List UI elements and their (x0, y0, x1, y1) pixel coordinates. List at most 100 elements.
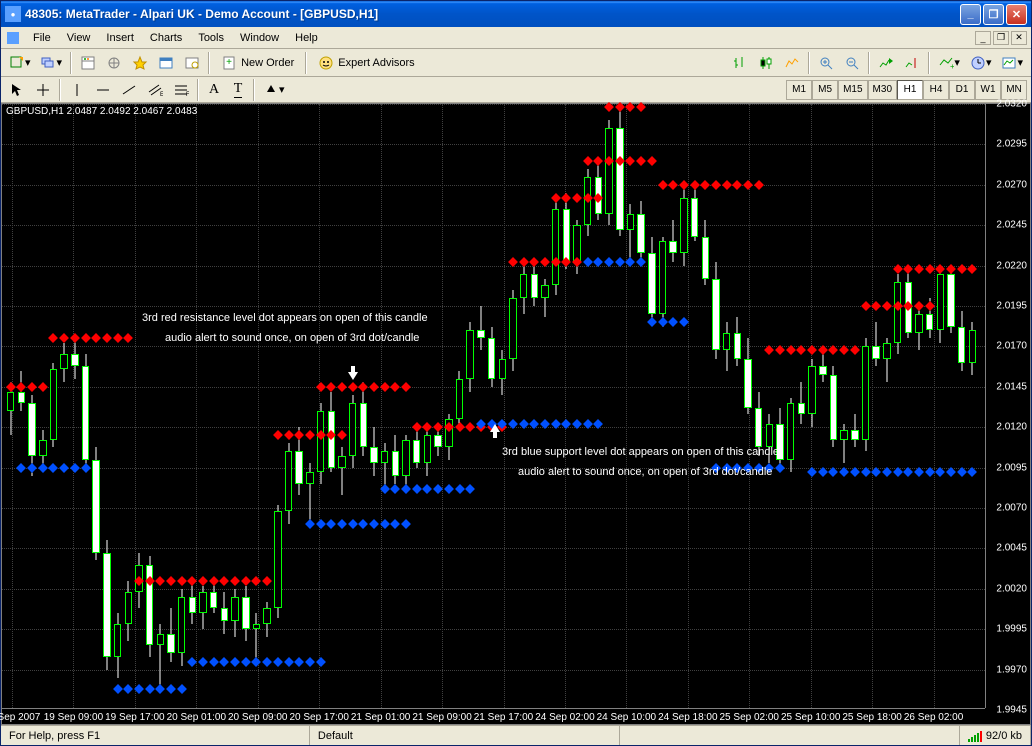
red-dot (700, 180, 710, 190)
blue-dot (305, 657, 315, 667)
red-dot (369, 382, 379, 392)
blue-dot (658, 317, 668, 327)
blue-dot (455, 484, 465, 494)
red-dot (658, 180, 668, 190)
equidistant-channel-button[interactable]: E (143, 79, 167, 101)
market-watch-button[interactable] (76, 52, 100, 74)
blue-dot (401, 519, 411, 529)
text-button[interactable]: A (203, 79, 225, 101)
blue-dot (882, 467, 892, 477)
blue-dot (444, 484, 454, 494)
blue-dot (914, 467, 924, 477)
menu-help[interactable]: Help (287, 30, 326, 46)
red-dot (6, 382, 16, 392)
red-dot (102, 333, 112, 343)
y-axis-label: 2.0020 (996, 583, 1027, 594)
trendline-button[interactable] (117, 79, 141, 101)
zoom-in-button[interactable] (814, 52, 838, 74)
status-profile[interactable]: Default (310, 726, 620, 745)
timeframe-H4[interactable]: H4 (923, 80, 949, 100)
profiles-button[interactable]: ▾ (37, 52, 67, 74)
x-axis-label: 21 Sep 09:00 (412, 712, 472, 723)
red-dot (27, 382, 37, 392)
drawing-toolbar: E F A T ▾ M1M5M15M30H1H4D1W1MN (1, 77, 1031, 103)
minimize-button[interactable]: _ (960, 4, 981, 25)
menu-view[interactable]: View (59, 30, 99, 46)
timeframe-H1[interactable]: H1 (897, 80, 923, 100)
red-dot (668, 180, 678, 190)
timeframe-D1[interactable]: D1 (949, 80, 975, 100)
templates-button[interactable]: ▾ (997, 52, 1027, 74)
red-dot (177, 576, 187, 586)
x-axis-label: 25 Sep 18:00 (842, 712, 902, 723)
red-dot (91, 333, 101, 343)
timeframe-MN[interactable]: MN (1001, 80, 1027, 100)
blue-dot (166, 684, 176, 694)
status-connection[interactable]: 92/0 kb (960, 726, 1031, 745)
red-dot (422, 422, 432, 432)
fibonacci-button[interactable]: F (169, 79, 193, 101)
menu-tools[interactable]: Tools (190, 30, 232, 46)
maximize-button[interactable]: ❐ (983, 4, 1004, 25)
blue-dot (177, 684, 187, 694)
svg-text:F: F (186, 92, 189, 98)
menubar: FileViewInsertChartsToolsWindowHelp _ ❐ … (1, 27, 1031, 49)
menu-file[interactable]: File (25, 30, 59, 46)
blue-dot (348, 519, 358, 529)
new-order-button[interactable]: +New Order (214, 52, 301, 74)
arrows-button[interactable]: ▾ (259, 79, 289, 101)
terminal-button[interactable] (154, 52, 178, 74)
blue-dot (935, 467, 945, 477)
navigator-button[interactable] (128, 52, 152, 74)
vertical-line-button[interactable] (65, 79, 89, 101)
timeframe-M5[interactable]: M5 (812, 80, 838, 100)
red-dot (465, 422, 475, 432)
x-axis-label: 21 Sep 01:00 (351, 712, 411, 723)
timeframe-W1[interactable]: W1 (975, 80, 1001, 100)
x-axis-label: 20 Sep 09:00 (228, 712, 288, 723)
blue-dot (49, 463, 59, 473)
timeframe-M1[interactable]: M1 (786, 80, 812, 100)
crosshair-button[interactable] (31, 79, 55, 101)
blue-dot (422, 484, 432, 494)
blue-dot (369, 519, 379, 529)
blue-dot (38, 463, 48, 473)
indicators-button[interactable]: +▾ (934, 52, 964, 74)
red-dot (219, 576, 229, 586)
bar-chart-button[interactable] (728, 52, 752, 74)
zoom-out-button[interactable] (840, 52, 864, 74)
text-label-button[interactable]: T (227, 79, 249, 101)
chart-ohlc-label: GBPUSD,H1 2.0487 2.0492 2.0467 2.0483 (6, 106, 197, 117)
timeframe-M15[interactable]: M15 (838, 80, 867, 100)
timeframe-M30[interactable]: M30 (868, 80, 897, 100)
mdi-restore-button[interactable]: ❐ (993, 31, 1009, 45)
x-axis-label: 19 Sep 17:00 (105, 712, 165, 723)
menu-window[interactable]: Window (232, 30, 287, 46)
menu-charts[interactable]: Charts (142, 30, 190, 46)
candlestick-button[interactable] (754, 52, 778, 74)
chart-shift-button[interactable] (900, 52, 924, 74)
menu-insert[interactable]: Insert (98, 30, 142, 46)
mdi-close-button[interactable]: ✕ (1011, 31, 1027, 45)
cursor-button[interactable] (5, 79, 29, 101)
statusbar: For Help, press F1 Default 92/0 kb (1, 725, 1031, 745)
red-dot (390, 382, 400, 392)
red-dot (16, 382, 26, 392)
auto-scroll-button[interactable] (874, 52, 898, 74)
mdi-minimize-button[interactable]: _ (975, 31, 991, 45)
periodicity-button[interactable]: ▾ (966, 52, 996, 74)
expert-advisors-button[interactable]: Expert Advisors (311, 52, 421, 74)
tester-button[interactable] (180, 52, 204, 74)
chart-area[interactable]: GBPUSD,H1 2.0487 2.0492 2.0467 2.0483 3r… (1, 103, 1031, 725)
horizontal-line-button[interactable] (91, 79, 115, 101)
red-dot (337, 430, 347, 440)
data-window-button[interactable] (102, 52, 126, 74)
blue-dot (16, 463, 26, 473)
blue-dot (230, 657, 240, 667)
red-dot (732, 180, 742, 190)
close-button[interactable]: ✕ (1006, 4, 1027, 25)
blue-dot (818, 467, 828, 477)
line-chart-button[interactable] (780, 52, 804, 74)
new-chart-button[interactable]: ▾ (5, 52, 35, 74)
arrow-down-icon (348, 372, 358, 380)
